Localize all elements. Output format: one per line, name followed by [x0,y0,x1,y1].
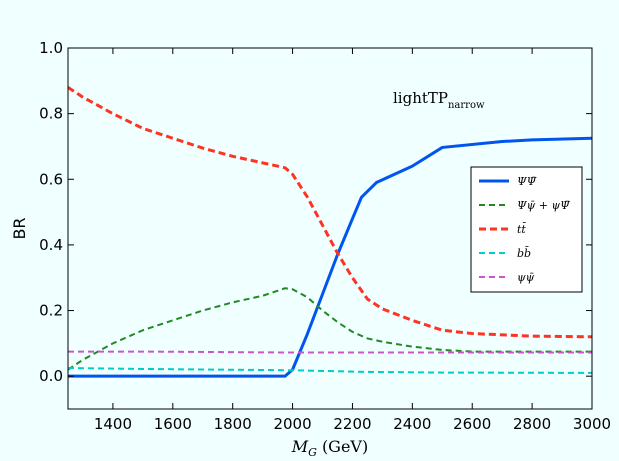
x-tick-label-1: 1600 [154,415,192,433]
series-line-2 [68,86,592,339]
x-tick-label-3: 2000 [273,415,311,433]
y-tick-label-3: 0.6 [39,170,63,188]
x-tick-label-2: 1800 [214,415,252,433]
legend-label-4: ψψ̄ [517,271,535,284]
x-tick-label-8: 3000 [573,415,611,433]
x-tick-label-4: 2200 [333,415,371,433]
y-tick-label-2: 0.4 [39,236,63,254]
legend-label-1: Ψψ̄ + ψΨ̄ [517,199,570,212]
legend-label-3: bb̄ [517,247,531,260]
series-line-1 [68,287,592,371]
x-tick-label-6: 2600 [453,415,491,433]
x-axis-label: MG (GeV) [291,437,368,459]
legend-box [470,166,583,293]
x-tick-label-7: 2800 [513,415,551,433]
y-tick-label-5: 1.0 [39,39,63,57]
series-line-0 [68,136,592,378]
legend-label-2: tt̄ [517,223,527,236]
legend-label-0: ΨΨ̄ [517,175,537,188]
x-tick-label-0: 1400 [94,415,132,433]
y-tick-label-1: 0.2 [39,302,63,320]
x-tick-label-5: 2400 [393,415,431,433]
series-line-3 [68,366,592,374]
y-tick-label-0: 0.0 [39,367,63,385]
chart-annotation: lightTPnarrow [393,89,485,111]
y-axis-label: BR [10,217,29,239]
series-line-4 [68,350,592,354]
y-tick-label-4: 0.8 [39,105,63,123]
axes-frame [67,47,593,410]
